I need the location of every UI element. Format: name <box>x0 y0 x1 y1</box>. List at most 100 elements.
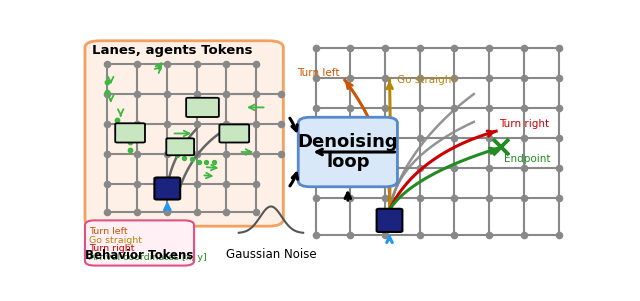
Point <box>102 210 113 215</box>
Point <box>449 136 460 141</box>
Point <box>194 160 204 165</box>
Point <box>345 106 355 110</box>
Text: Gaussian Noise: Gaussian Noise <box>226 248 316 261</box>
Point <box>415 233 425 238</box>
Point <box>449 233 460 238</box>
Point <box>162 152 172 157</box>
Point <box>102 182 113 187</box>
Point <box>554 76 564 80</box>
Point <box>519 45 529 50</box>
Point <box>380 233 390 238</box>
Point <box>554 106 564 110</box>
Point <box>191 92 202 96</box>
Point <box>112 117 122 122</box>
Point <box>276 92 286 96</box>
Point <box>276 152 286 157</box>
Point <box>191 152 202 157</box>
Point <box>345 76 355 80</box>
Point <box>554 166 564 171</box>
Point <box>484 233 494 238</box>
Text: Arrival coordinates [x, y]: Arrival coordinates [x, y] <box>89 253 207 262</box>
Point <box>191 61 202 66</box>
Point <box>162 182 172 187</box>
Point <box>251 210 261 215</box>
Point <box>484 166 494 171</box>
Point <box>449 76 460 80</box>
Point <box>162 122 172 127</box>
FancyBboxPatch shape <box>85 220 194 265</box>
Point <box>132 122 142 127</box>
Point <box>102 61 113 66</box>
Point <box>172 153 182 158</box>
Text: Lanes, agents Tokens: Lanes, agents Tokens <box>92 44 253 57</box>
Point <box>415 166 425 171</box>
Point <box>310 196 321 201</box>
Point <box>415 196 425 201</box>
Point <box>191 210 202 215</box>
Point <box>132 182 142 187</box>
Point <box>162 92 172 96</box>
Point <box>221 152 232 157</box>
Point <box>345 136 355 141</box>
Point <box>310 76 321 80</box>
Point <box>554 45 564 50</box>
Point <box>202 160 212 165</box>
Point <box>310 136 321 141</box>
Point <box>380 76 390 80</box>
Point <box>554 233 564 238</box>
Point <box>345 166 355 171</box>
Point <box>519 106 529 110</box>
Point <box>251 122 261 127</box>
Point <box>484 76 494 80</box>
Point <box>112 126 122 131</box>
Point <box>449 166 460 171</box>
Point <box>191 122 202 127</box>
Point <box>554 196 564 201</box>
Point <box>124 147 135 152</box>
Text: Turn right: Turn right <box>89 244 134 253</box>
FancyBboxPatch shape <box>186 98 219 117</box>
Point <box>102 92 113 96</box>
FancyBboxPatch shape <box>85 41 284 226</box>
Point <box>162 210 172 215</box>
Point <box>415 76 425 80</box>
Point <box>221 182 232 187</box>
FancyBboxPatch shape <box>220 124 249 142</box>
Point <box>519 196 529 201</box>
Point <box>519 166 529 171</box>
Point <box>484 106 494 110</box>
Point <box>449 106 460 110</box>
Text: Turn left: Turn left <box>298 68 340 78</box>
Point <box>310 45 321 50</box>
FancyBboxPatch shape <box>154 178 180 200</box>
Point <box>415 45 425 50</box>
Text: Turn right: Turn right <box>499 119 548 129</box>
Text: Go straight: Go straight <box>397 75 456 85</box>
Point <box>519 76 529 80</box>
Point <box>554 136 564 141</box>
Point <box>484 45 494 50</box>
Point <box>132 61 142 66</box>
Point <box>179 155 189 160</box>
Point <box>380 45 390 50</box>
Point <box>251 92 261 96</box>
Point <box>162 61 172 66</box>
Point <box>221 92 232 96</box>
Point <box>519 136 529 141</box>
Point <box>209 160 219 165</box>
Point <box>345 196 355 201</box>
Point <box>102 152 113 157</box>
Point <box>345 233 355 238</box>
Text: Endpoint: Endpoint <box>504 154 550 164</box>
Point <box>132 210 142 215</box>
Point <box>132 152 142 157</box>
Point <box>132 92 142 96</box>
FancyBboxPatch shape <box>376 209 403 232</box>
Point <box>102 80 112 85</box>
Point <box>380 166 390 171</box>
FancyBboxPatch shape <box>115 123 145 142</box>
Point <box>102 122 113 127</box>
Point <box>251 61 261 66</box>
Point <box>484 196 494 201</box>
Point <box>221 61 232 66</box>
